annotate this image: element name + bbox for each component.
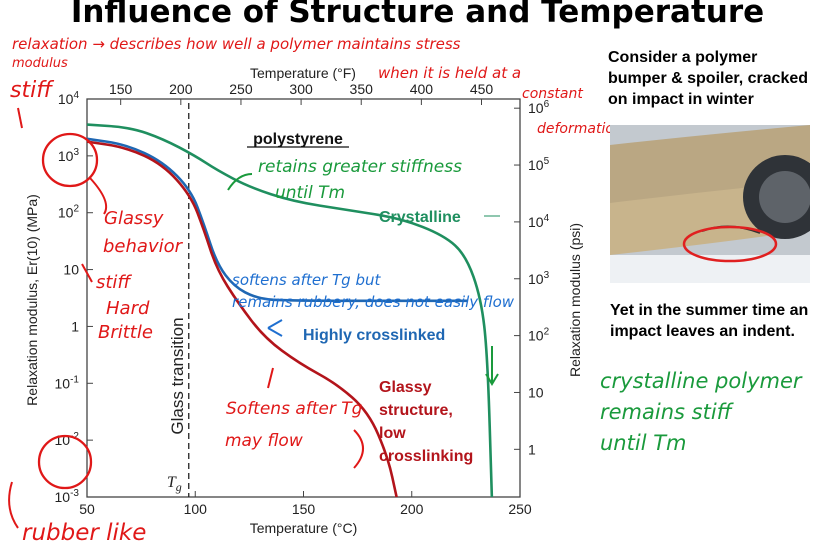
bumper-line-2: bumper & spoiler, cracked [608,70,809,87]
bumper-description: Consider a polymer bumper & spoiler, cra… [608,47,808,110]
note-retains: retains greater stiffness [258,157,462,177]
x-tick-top-label: 200 [169,81,193,97]
y-tick-left-label: 10-1 [55,374,80,391]
note-glassy-arrow [89,177,108,215]
note-blue-arrow [267,319,283,337]
note-may-flow: may flow [225,431,303,451]
x-tick-bottom-label: 100 [184,501,208,517]
label-crosslinked: Highly crosslinked [303,327,445,344]
note-held-at: when it is held at a [378,64,521,82]
crystalline-note-line-1: crystalline polymer [600,369,802,393]
note-deformation: deformation [537,121,623,137]
crystalline-note: crystalline polymer remains stiff until … [600,366,802,459]
note-stiff-2: stiff [96,272,132,293]
note-softens-arrow [267,367,274,389]
x-tick-bottom-label: 200 [400,501,424,517]
y-tick-right-label: 103 [528,270,550,287]
x-tick-top-label: 450 [470,81,494,97]
circle-bottom-left [37,434,93,490]
y-tick-left-label: 10 [63,262,79,278]
x-tick-top-label: 250 [229,81,253,97]
note-behavior: behavior [103,236,184,257]
crystalline-note-line-3: until Tm [600,431,687,455]
x-tick-top-label: 400 [410,81,434,97]
summer-line-1: Yet in the summer time an [610,302,809,319]
x-tick-top-label: 350 [350,81,374,97]
axis-ticks: 50 100 150 200 250 150 200 250 300 350 400 450 104 10… [24,65,583,536]
note-stiff-hard-arrow [81,263,93,283]
summer-line-2: impact leaves an indent. [610,323,795,340]
label-crystalline: Crystalline [379,209,461,226]
y-tick-left-label: 104 [58,90,80,107]
note-stiff: stiff [10,78,54,103]
note-rubber-arrow [8,481,19,529]
note-hard: Hard [106,298,150,319]
label-glassy-line: structure, [379,402,453,419]
cracked-bumper-photo [610,125,810,283]
y-tick-left-label: 10-3 [55,488,80,505]
label-glassy-line: low [379,425,406,442]
x-tick-top-label: 150 [109,81,133,97]
tg-symbol: Tg [167,474,182,494]
note-constant: constant [522,86,583,102]
y-tick-left-label: 103 [58,147,80,164]
bumper-line-3: on impact in winter [608,91,754,108]
circle-top-left [41,132,99,188]
glass-transition-marker: Glass transition Tg [167,103,190,497]
note-rubber-like: rubber like [22,520,146,546]
note-tm-arrow [485,346,499,386]
y-tick-right-label: 1 [528,441,536,457]
y-axis-label-left: Relaxation modulus, Er(10) (MPa) [24,194,40,406]
crystalline-note-line-2: remains stiff [600,400,732,424]
note-bracket [353,429,364,469]
x-tick-bottom-label: 150 [292,501,316,517]
x-tick-top-label: 300 [289,81,313,97]
y-tick-right-label: 104 [528,213,550,230]
note-retains-arrow [227,173,253,191]
note-modulus: modulus [12,56,68,71]
label-glassy-line: crosslinking [379,448,473,465]
summer-description: Yet in the summer time an impact leaves … [610,300,808,342]
note-relaxation: relaxation → describes how well a polyme… [12,35,461,53]
note-softens-after-tg: softens after Tg but [232,271,381,289]
y-tick-left-label: 102 [58,204,80,221]
chart-series [86,123,494,498]
note-softens: Softens after Tg [226,399,363,419]
note-until-tm: until Tm [275,183,345,203]
chart-title: polystyrene [253,131,343,148]
y-tick-right-label: 10 [528,384,544,400]
chart-labels: polystyrene Crystalline Highly crosslinked… [247,131,500,465]
series-line-0 [86,123,494,498]
y-tick-left-label: 10-2 [55,431,80,448]
note-stiff-arrow [17,107,23,129]
label-glassy-line: Glassy [379,379,432,396]
y-axis-label-right: Relaxation modulus (psi) [567,223,583,377]
x-axis-label-top: Temperature (°F) [250,65,356,81]
glass-transition-label: Glass transition [168,317,187,434]
y-tick-right-label: 102 [528,327,550,344]
bumper-line-1: Consider a polymer [608,49,758,66]
series-line-2 [86,140,398,498]
handwritten-annotations: relaxation → describes how well a polyme… [8,35,623,546]
x-tick-bottom-label: 50 [79,501,95,517]
x-axis-label-bottom: Temperature (°C) [250,520,358,536]
y-tick-right-label: 105 [528,156,550,173]
note-remains-rubbery: remains rubbery, does not easily flow [232,293,515,311]
note-brittle: Brittle [98,322,153,343]
y-tick-left-label: 1 [71,318,79,334]
series-line-1 [86,137,469,303]
slide-title: Influence of Structure and Temperature [70,0,765,30]
y-tick-right-label: 106 [528,99,550,116]
x-tick-bottom-label: 250 [508,501,532,517]
note-glassy: Glassy [104,208,164,229]
